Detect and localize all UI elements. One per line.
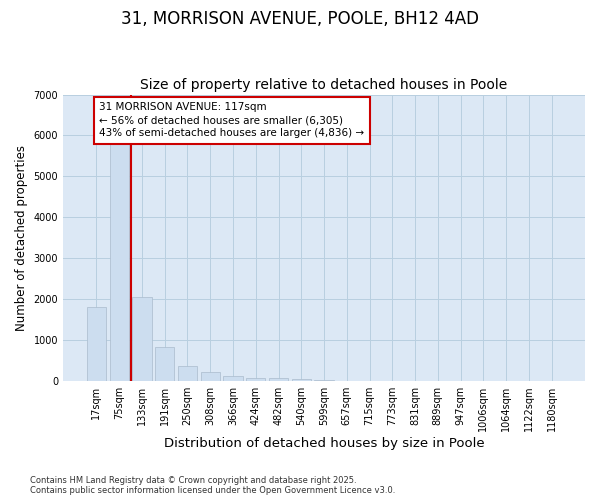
Bar: [155, 346, 175, 381]
Text: 31 MORRISON AVENUE: 117sqm
← 56% of detached houses are smaller (6,305)
43% of s: 31 MORRISON AVENUE: 117sqm ← 56% of deta…: [99, 102, 364, 139]
X-axis label: Distribution of detached houses by size in Poole: Distribution of detached houses by size …: [164, 437, 484, 450]
Bar: [292, 378, 311, 381]
Bar: [223, 376, 242, 381]
Y-axis label: Number of detached properties: Number of detached properties: [15, 145, 28, 331]
Title: Size of property relative to detached houses in Poole: Size of property relative to detached ho…: [140, 78, 508, 92]
Text: Contains HM Land Registry data © Crown copyright and database right 2025.
Contai: Contains HM Land Registry data © Crown c…: [30, 476, 395, 495]
Bar: [178, 366, 197, 381]
Text: 31, MORRISON AVENUE, POOLE, BH12 4AD: 31, MORRISON AVENUE, POOLE, BH12 4AD: [121, 10, 479, 28]
Bar: [87, 308, 106, 381]
Bar: [132, 297, 152, 381]
Bar: [314, 380, 334, 381]
Bar: [246, 378, 265, 381]
Bar: [110, 144, 129, 381]
Bar: [269, 378, 288, 381]
Bar: [200, 372, 220, 381]
